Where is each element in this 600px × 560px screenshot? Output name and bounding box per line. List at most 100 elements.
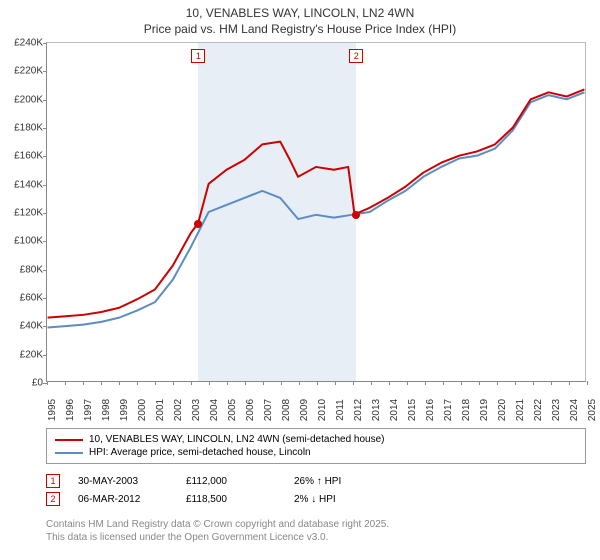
x-axis-tick-label: 2012 <box>353 399 364 421</box>
x-axis-tick-label: 2007 <box>263 399 274 421</box>
x-axis-tick-mark <box>173 381 174 385</box>
y-axis-tick-label: £240K <box>1 38 43 49</box>
y-axis-tick-label: £0 <box>1 378 43 389</box>
x-axis-tick-mark <box>371 381 372 385</box>
x-axis-tick-label: 2025 <box>587 399 598 421</box>
x-axis-tick-label: 2017 <box>443 399 454 421</box>
sale-price: £118,500 <box>186 494 276 505</box>
x-axis-tick-label: 2005 <box>227 399 238 421</box>
x-axis-tick-mark <box>425 381 426 385</box>
x-axis-tick-mark <box>137 381 138 385</box>
y-axis-tick-label: £200K <box>1 94 43 105</box>
x-axis-tick-label: 2020 <box>497 399 508 421</box>
sale-hpi-delta: 2% ↓ HPI <box>294 494 384 505</box>
x-axis-tick-mark <box>533 381 534 385</box>
x-axis-tick-label: 2019 <box>479 399 490 421</box>
legend-row: 10, VENABLES WAY, LINCOLN, LN2 4WN (semi… <box>55 433 577 446</box>
y-axis-tick-label: £140K <box>1 179 43 190</box>
sale-row: 130-MAY-2003£112,00026% ↑ HPI <box>46 472 586 490</box>
y-axis-tick-mark <box>43 128 47 129</box>
x-axis-tick-mark <box>479 381 480 385</box>
y-axis-tick-label: £120K <box>1 208 43 219</box>
y-axis-tick-mark <box>43 270 47 271</box>
x-axis-tick-mark <box>551 381 552 385</box>
y-axis-tick-label: £180K <box>1 123 43 134</box>
y-axis-tick-mark <box>43 71 47 72</box>
x-axis-tick-label: 2006 <box>245 399 256 421</box>
x-axis-tick-mark <box>263 381 264 385</box>
sale-marker-box: 2 <box>349 49 363 63</box>
x-axis-tick-mark <box>407 381 408 385</box>
chart-plot-area: £0£20K£40K£60K£80K£100K£120K£140K£160K£1… <box>46 42 586 382</box>
legend-label: 10, VENABLES WAY, LINCOLN, LN2 4WN (semi… <box>89 434 385 445</box>
x-axis-tick-mark <box>317 381 318 385</box>
x-axis-tick-label: 1998 <box>101 399 112 421</box>
x-axis-tick-mark <box>461 381 462 385</box>
title-address: 10, VENABLES WAY, LINCOLN, LN2 4WN <box>0 6 600 20</box>
x-axis-tick-mark <box>497 381 498 385</box>
y-axis-tick-label: £80K <box>1 264 43 275</box>
x-axis-tick-label: 2023 <box>551 399 562 421</box>
sale-row: 2 06-MAR-2012 £118,500 2% ↓ HPI <box>46 490 586 508</box>
x-axis-tick-label: 2018 <box>461 399 472 421</box>
y-axis-tick-mark <box>43 241 47 242</box>
x-axis-tick-label: 2016 <box>425 399 436 421</box>
legend-swatch <box>55 452 83 454</box>
series-line-price_paid <box>48 89 585 317</box>
y-axis-tick-mark <box>43 213 47 214</box>
x-axis-tick-mark <box>299 381 300 385</box>
titles: 10, VENABLES WAY, LINCOLN, LN2 4WN Price… <box>0 0 600 36</box>
x-axis-tick-mark <box>227 381 228 385</box>
title-subtitle: Price paid vs. HM Land Registry's House … <box>0 22 600 36</box>
sale-date: 30-MAY-2003 <box>78 476 168 487</box>
legend: 10, VENABLES WAY, LINCOLN, LN2 4WN (semi… <box>46 428 586 464</box>
attribution-line: Contains HM Land Registry data © Crown c… <box>46 518 586 531</box>
sale-marker-dot <box>352 211 360 219</box>
x-axis-tick-mark <box>587 381 588 385</box>
x-axis-tick-mark <box>389 381 390 385</box>
x-axis-tick-label: 2011 <box>335 399 346 421</box>
x-axis-tick-mark <box>119 381 120 385</box>
y-axis-tick-label: £220K <box>1 66 43 77</box>
x-axis-tick-mark <box>443 381 444 385</box>
series-line-hpi <box>48 92 585 327</box>
x-axis-tick-label: 2003 <box>191 399 202 421</box>
x-axis-tick-label: 2000 <box>137 399 148 421</box>
y-axis-tick-label: £20K <box>1 349 43 360</box>
x-axis-tick-mark <box>83 381 84 385</box>
x-axis-tick-mark <box>335 381 336 385</box>
y-axis-tick-mark <box>43 298 47 299</box>
sale-date: 06-MAR-2012 <box>78 494 168 505</box>
legend-label: HPI: Average price, semi-detached house,… <box>89 447 311 458</box>
x-axis-tick-label: 1996 <box>65 399 76 421</box>
y-axis-tick-mark <box>43 43 47 44</box>
x-axis-tick-label: 1999 <box>119 399 130 421</box>
y-axis-tick-mark <box>43 156 47 157</box>
sale-hpi-delta: 26% ↑ HPI <box>294 476 384 487</box>
x-axis-tick-mark <box>191 381 192 385</box>
x-axis-tick-label: 2014 <box>389 399 400 421</box>
x-axis-tick-label: 1995 <box>47 399 58 421</box>
attribution-line: This data is licensed under the Open Gov… <box>46 531 586 544</box>
x-axis-tick-label: 2024 <box>569 399 580 421</box>
x-axis-tick-mark <box>569 381 570 385</box>
chart-container: 10, VENABLES WAY, LINCOLN, LN2 4WN Price… <box>0 0 600 560</box>
y-axis-tick-mark <box>43 326 47 327</box>
sale-marker-box: 1 <box>191 49 205 63</box>
x-axis-tick-label: 1997 <box>83 399 94 421</box>
x-axis-tick-label: 2022 <box>533 399 544 421</box>
x-axis-tick-label: 2021 <box>515 399 526 421</box>
sale-number-box: 1 <box>46 474 60 488</box>
y-axis-tick-label: £100K <box>1 236 43 247</box>
x-axis-tick-mark <box>101 381 102 385</box>
y-axis-tick-mark <box>43 355 47 356</box>
x-axis-tick-mark <box>47 381 48 385</box>
y-axis-tick-label: £60K <box>1 293 43 304</box>
legend-row: HPI: Average price, semi-detached house,… <box>55 446 577 459</box>
x-axis-tick-mark <box>353 381 354 385</box>
sales-table: 130-MAY-2003£112,00026% ↑ HPI206-MAR-201… <box>46 472 586 508</box>
sale-number-box: 2 <box>46 492 60 506</box>
x-axis-tick-label: 2009 <box>299 399 310 421</box>
x-axis-tick-mark <box>515 381 516 385</box>
y-axis-tick-label: £160K <box>1 151 43 162</box>
